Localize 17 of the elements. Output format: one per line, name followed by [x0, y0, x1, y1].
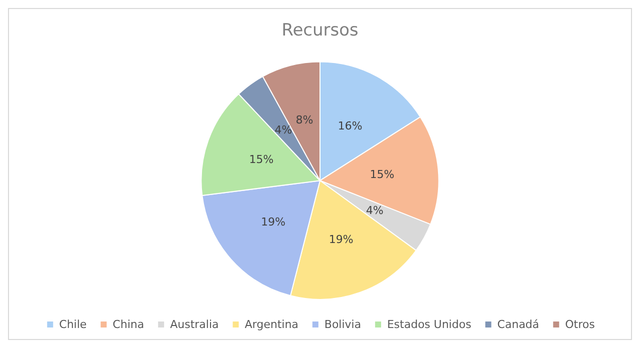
legend-label: Australia	[170, 318, 219, 331]
legend-label: Bolivia	[324, 318, 362, 331]
data-label: 19%	[328, 232, 354, 246]
data-label: 15%	[249, 152, 274, 166]
data-label: 16%	[338, 119, 362, 132]
chart-title: Recursos	[282, 20, 359, 40]
legend-label: Chile	[59, 318, 87, 331]
data-label: 8%	[296, 114, 314, 127]
data-label: 19%	[260, 215, 286, 228]
legend-label: Argentina	[244, 318, 298, 331]
legend-label: Otros	[565, 318, 596, 331]
data-label: 15%	[370, 168, 394, 182]
legend-label: Estados Unidos	[387, 318, 472, 331]
legend-label: Canadá	[497, 318, 540, 331]
legend-label: China	[112, 318, 144, 331]
data-label: 4%	[274, 124, 292, 137]
data-label: 4%	[366, 204, 384, 218]
